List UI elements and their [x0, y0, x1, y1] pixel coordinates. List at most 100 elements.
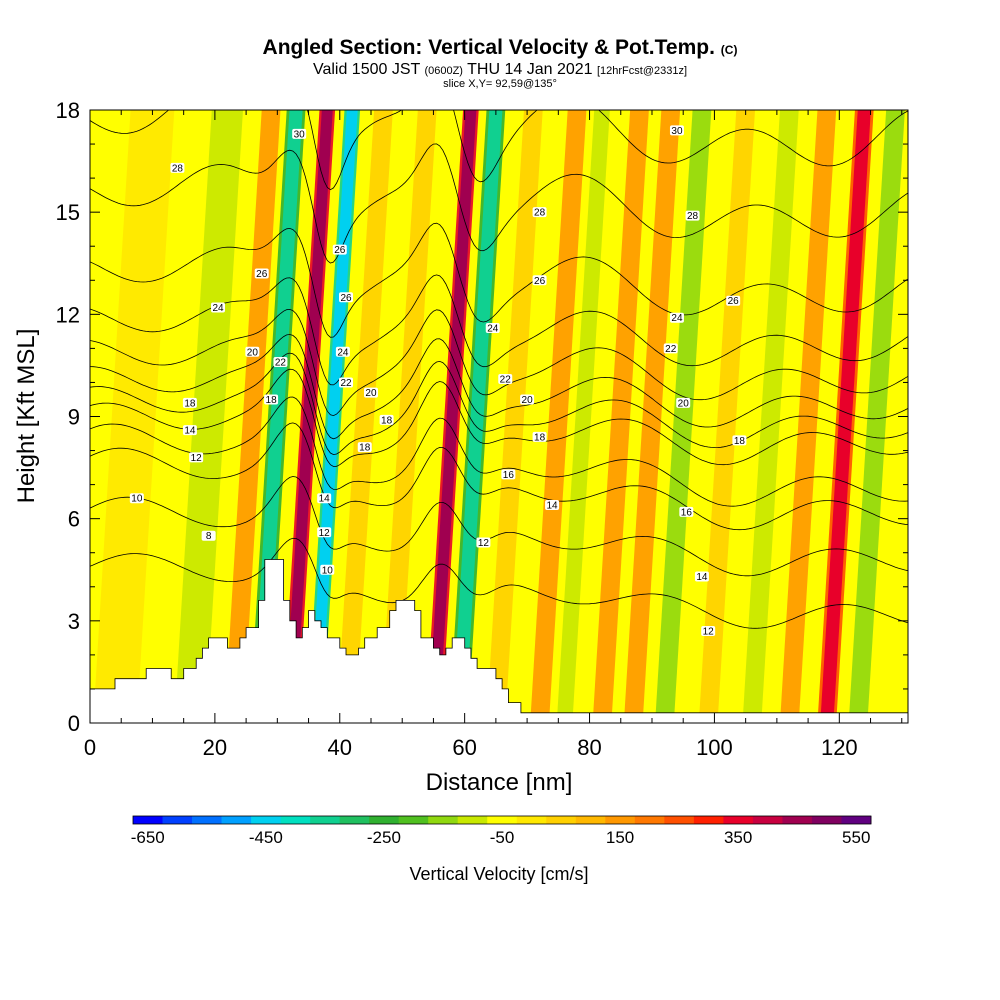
velocity-band-12 — [556, 110, 610, 723]
colorbar-swatch-22 — [782, 816, 813, 824]
theta-contour-30 — [90, 110, 908, 191]
colorbar-swatch-4 — [251, 816, 281, 824]
colorbar-swatch-8 — [369, 816, 400, 824]
colorbar-swatch-19 — [693, 816, 724, 824]
theta-contour-14 — [90, 396, 908, 507]
colorbar-tick-6: 550 — [842, 828, 870, 847]
contour-label-text: 14 — [319, 494, 331, 505]
contour-label-30: 14 — [182, 425, 197, 437]
colorbar-tick-5: 350 — [724, 828, 752, 847]
colorbar-swatch-14 — [546, 816, 577, 824]
colorbar-swatch-9 — [398, 816, 429, 824]
velocity-band-7 — [380, 110, 437, 723]
colorbar-swatch-13 — [516, 816, 547, 824]
colorbar-swatch-10 — [428, 816, 459, 824]
x-axis-label: Distance [nm] — [426, 769, 573, 796]
contour-label-text: 26 — [334, 245, 346, 256]
theta-contour-28 — [90, 143, 908, 264]
contour-label-21: 20 — [676, 397, 691, 409]
colorbar-swatch-7 — [339, 816, 370, 824]
contour-label-text: 18 — [266, 395, 278, 406]
contour-label-29: 16 — [679, 506, 694, 518]
contour-label-text: 20 — [247, 347, 259, 358]
y-tick-label-1: 3 — [68, 609, 80, 634]
colorbar-swatch-0 — [133, 816, 163, 824]
contour-label-text: 26 — [256, 269, 268, 280]
contour-label-26: 18 — [732, 435, 747, 447]
contour-label-13: 24 — [335, 346, 350, 358]
x-tick-label-4: 80 — [577, 735, 601, 760]
x-tick-label-3: 60 — [452, 735, 476, 760]
valid-date: THU 14 Jan 2021 — [467, 61, 593, 78]
contour-label-36: 12 — [476, 537, 491, 549]
theta-contour-22 — [90, 308, 908, 417]
title-text: Angled Section: Vertical Velocity & Pot.… — [262, 36, 715, 59]
velocity-band-6 — [336, 110, 393, 723]
contour-label-text: 16 — [503, 470, 515, 481]
contour-label-4: 28 — [685, 210, 700, 222]
contour-label-text: 22 — [275, 358, 287, 369]
x-tick-label-6: 120 — [821, 735, 858, 760]
contour-label-35: 12 — [317, 527, 332, 539]
colorbar-swatch-24 — [841, 816, 872, 824]
contour-label-16: 22 — [663, 343, 678, 355]
contour-label-text: 28 — [534, 208, 546, 219]
contour-label-38: 10 — [129, 493, 144, 505]
velocity-band-15 — [655, 110, 712, 723]
contour-label-1: 30 — [292, 128, 307, 140]
contour-label-text: 16 — [681, 507, 693, 518]
valid-time-line: Valid 1500 JST (0600Z) THU 14 Jan 2021 [… — [0, 61, 1000, 79]
velocity-band-2 — [224, 110, 281, 723]
colorbar-swatch-23 — [811, 816, 842, 824]
contour-label-text: 30 — [294, 129, 306, 140]
contour-label-text: 26 — [340, 293, 352, 304]
contour-label-text: 20 — [678, 398, 690, 409]
theta-contours — [90, 110, 908, 629]
contour-label-text: 10 — [322, 565, 334, 576]
contour-label-19: 20 — [363, 387, 378, 399]
axis-ticks: 0 20 40 60 80 100 120 0 3 6 9 12 15 18 — [56, 98, 908, 760]
velocity-band-13 — [592, 110, 649, 723]
contour-label-text: 10 — [131, 494, 143, 505]
colorbar-tick-0: -650 — [131, 828, 165, 847]
contour-label-text: 12 — [478, 538, 490, 549]
y-tick-label-0: 0 — [68, 711, 80, 736]
contour-label-5: 26 — [332, 244, 347, 256]
theta-contour-10 — [90, 476, 908, 577]
contour-label-text: 26 — [728, 296, 740, 307]
contour-label-text: 12 — [703, 627, 715, 638]
contour-label-text: 28 — [172, 163, 184, 174]
contour-label-37: 12 — [701, 626, 716, 638]
velocity-band-11 — [530, 110, 587, 723]
contour-label-33: 14 — [694, 571, 709, 583]
velocity-band-1 — [174, 110, 243, 723]
contour-label-text: 20 — [365, 388, 377, 399]
colorbar-tick-3: -50 — [490, 828, 515, 847]
colorbar-swatch-6 — [310, 816, 341, 824]
x-tick-label-1: 20 — [203, 735, 227, 760]
colorbar-swatch-18 — [664, 816, 695, 824]
contour-label-text: 20 — [522, 395, 534, 406]
theta-contour-24 — [90, 274, 908, 386]
colorbar-tick-2: -250 — [367, 828, 401, 847]
contour-label-text: 24 — [212, 303, 224, 314]
contour-label-20: 20 — [520, 394, 535, 406]
colorbar-label: Vertical Velocity [cm/s] — [409, 864, 588, 884]
contour-label-6: 26 — [532, 275, 547, 287]
contour-label-2: 30 — [669, 125, 684, 137]
contour-label-34: 12 — [189, 452, 204, 464]
contour-label-27: 18 — [357, 442, 372, 454]
contour-label-text: 18 — [534, 432, 546, 443]
forecast-info: [12hrFcst@2331z] — [596, 65, 688, 77]
velocity-core-4 — [284, 110, 333, 723]
y-tick-label-5: 15 — [56, 200, 80, 225]
contour-label-text: 14 — [696, 572, 708, 583]
velocity-band-14 — [623, 110, 681, 723]
y-tick-label-3: 9 — [68, 405, 80, 430]
colorbar-swatch-3 — [221, 816, 252, 824]
x-tick-label-2: 40 — [328, 735, 352, 760]
colorbar-tick-4: 150 — [606, 828, 634, 847]
contour-label-18: 20 — [245, 346, 260, 358]
contour-label-text: 24 — [337, 347, 349, 358]
